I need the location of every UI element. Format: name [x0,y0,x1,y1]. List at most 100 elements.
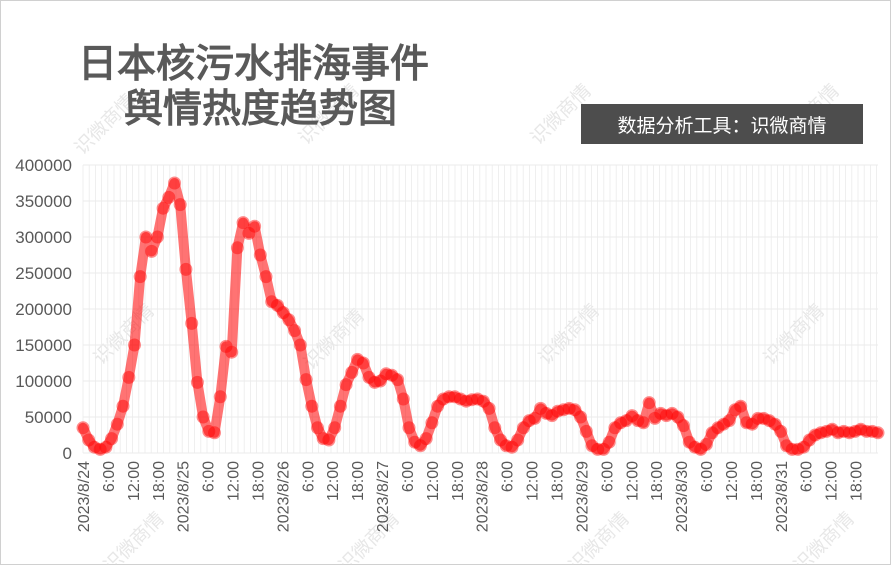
x-tick-label: 6:00 [201,461,218,492]
data-point [865,424,879,438]
data-point [608,421,622,435]
data-point [425,416,439,430]
data-point [494,433,507,447]
data-point [225,345,239,359]
data-point [93,442,107,456]
data-point [728,403,742,417]
data-point [431,399,445,413]
data-point [139,230,153,244]
x-tick-label: 2023/8/25 [176,461,193,532]
source-badge: 数据分析工具：识微商情 [581,104,863,144]
data-point [133,270,147,284]
data-point [534,401,548,415]
data-point [585,439,599,453]
data-point [271,298,284,312]
data-point [556,403,570,417]
data-point [659,409,673,423]
x-tick-label: 2023/8/27 [375,461,392,532]
data-point [751,411,765,425]
data-point [528,411,542,425]
data-point [168,176,181,190]
x-tick-label: 12:00 [126,461,143,501]
data-point [625,409,639,423]
data-point [236,216,250,230]
data-point [522,414,536,428]
data-point [259,270,273,284]
data-point [122,370,136,384]
data-point [396,392,410,406]
y-tick-label: 350000 [15,192,72,211]
x-tick-label: 18:00 [450,461,467,501]
data-point [654,406,668,420]
data-point [631,414,645,428]
data-point [734,399,748,413]
data-point [825,422,839,436]
data-point [511,433,525,447]
data-point [785,442,799,456]
data-point [574,410,588,424]
data-point [190,375,204,389]
data-point [551,404,565,418]
x-tick-label: 12:00 [624,461,641,501]
grid [82,164,878,454]
data-point [173,198,187,212]
data-point [391,373,405,387]
data-point [665,406,679,420]
x-tick-label: 6:00 [500,461,517,492]
data-point [253,248,267,262]
data-point [82,433,96,447]
data-point [276,306,290,320]
data-point [762,414,776,428]
chart-title-line1: 日本核污水排海事件 [78,42,430,87]
data-point [316,432,330,446]
data-point [539,406,553,420]
data-point [116,399,130,413]
x-tick-label: 2023/8/31 [774,461,791,532]
data-point [76,421,90,435]
data-point [305,399,319,413]
data-point [185,316,199,330]
data-point [808,428,822,442]
data-point [145,244,159,258]
data-point [768,417,782,431]
data-point [385,368,399,382]
data-point [442,390,456,404]
data-point [820,424,833,438]
data-point [402,421,416,435]
data-point [454,392,467,406]
data-point [373,374,387,388]
x-tick-label: 18:00 [649,461,666,501]
x-tick-label: 2023/8/30 [674,461,691,532]
data-point [471,392,485,406]
data-point [705,426,719,440]
data-point [265,295,279,309]
x-tick-label: 12:00 [226,461,243,501]
data-point [516,421,530,435]
data-point [722,414,736,428]
x-tick-label: 2023/8/26 [275,461,292,532]
data-point [459,394,473,408]
data-point [465,393,479,407]
data-point [196,410,210,424]
data-point [379,367,393,381]
chart-title-line2: 舆情热度趋势图 [124,87,398,132]
data-point [339,378,353,392]
x-tick-label: 6:00 [101,461,118,492]
series-line [78,178,883,455]
data-point [699,437,713,451]
x-tick-label: 18:00 [749,461,766,501]
data-point [248,219,262,233]
data-point [602,435,616,449]
x-tick-label: 6:00 [699,461,716,492]
data-point [368,375,382,389]
data-point [230,241,244,255]
data-point [745,417,759,431]
data-point [842,426,856,440]
data-point [562,401,576,415]
data-point [499,439,513,453]
data-point [688,440,702,454]
data-point [797,440,811,454]
data-point [717,417,731,431]
y-tick-label: 300000 [15,228,72,247]
x-tick-label: 2023/8/29 [574,461,591,532]
